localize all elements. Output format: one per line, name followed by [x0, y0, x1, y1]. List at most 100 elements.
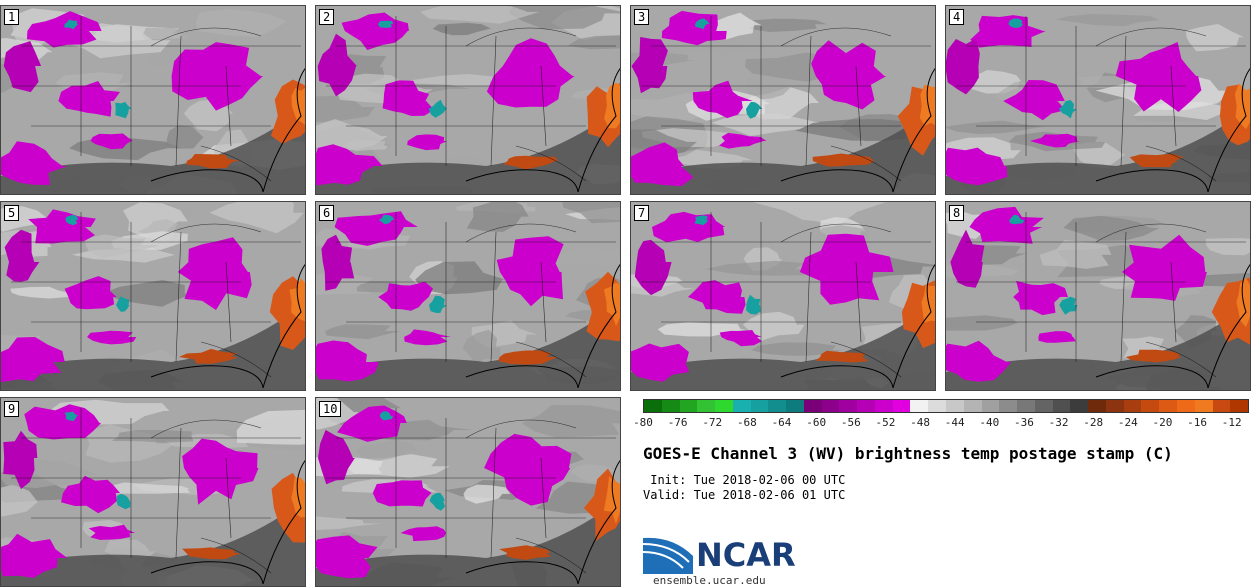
gray-texture [644, 40, 772, 55]
colorbar-segment [946, 400, 964, 412]
gulf-warm [178, 348, 239, 364]
colorbar-tick-label: -56 [840, 416, 861, 429]
member-panel: 1 [0, 5, 306, 195]
colorbar-tick-label: -24 [1117, 416, 1138, 429]
cold-cloud [321, 234, 355, 291]
warm-core [603, 476, 620, 525]
wv-map [1, 202, 305, 390]
coastline [780, 263, 935, 389]
state-boundary [805, 35, 812, 167]
wv-map [946, 202, 1250, 390]
cold-cloud [3, 41, 42, 93]
cold-cloud [1038, 331, 1076, 343]
cold-cloud [631, 37, 668, 94]
member-panel: 6 [315, 201, 621, 391]
gray-texture [432, 22, 492, 36]
panel-number: 7 [634, 205, 650, 221]
colorbar-segment [839, 400, 858, 412]
gray-texture [946, 315, 1019, 331]
dark-band [1, 499, 305, 586]
valid-time: Valid: Tue 2018-02-06 01 UTC [643, 488, 846, 502]
wv-map [631, 202, 935, 390]
cold-cloud [652, 211, 726, 243]
state-boundary [1145, 341, 1217, 378]
panel-number: 10 [319, 401, 342, 417]
colorbar-tick-label: -60 [806, 416, 827, 429]
cold-cloud [799, 233, 894, 305]
cold-cloud [87, 330, 137, 345]
cold-cloud [28, 209, 96, 244]
gray-texture [508, 6, 620, 30]
gray-texture [1, 484, 39, 517]
coldest-spot [115, 101, 132, 119]
cold-cloud [88, 524, 136, 540]
colorbar-tick-label: -36 [1013, 416, 1034, 429]
coastline [465, 67, 620, 193]
wv-map [1, 6, 305, 194]
panel-number: 3 [634, 9, 650, 25]
colorbar-tick-label: -72 [702, 416, 723, 429]
colorbar-tick-label: -16 [1187, 416, 1207, 429]
coldest-spot [64, 411, 79, 422]
gulf-warm [503, 155, 558, 170]
cold-cloud [58, 81, 120, 117]
cold-cloud [1013, 280, 1068, 316]
cold-cloud [316, 340, 379, 382]
gray-texture [1039, 239, 1112, 269]
colorbar-segment [1194, 400, 1213, 412]
ncar-logo-icon [643, 537, 693, 574]
gray-texture [751, 342, 843, 356]
dark-band [946, 303, 1250, 390]
state-boundary [855, 65, 862, 147]
coldest-spot [378, 214, 394, 224]
state-boundary [830, 145, 902, 182]
coldest-spot [746, 294, 761, 315]
colorbar-segment [1052, 400, 1071, 412]
gray-texture [1205, 238, 1250, 256]
colorbar-segment [697, 400, 716, 412]
cold-cloud [316, 535, 378, 579]
chart-title: GOES-E Channel 3 (WV) brightness temp po… [643, 444, 1173, 463]
dark-band [316, 107, 620, 194]
colorbar-segment [1212, 400, 1231, 412]
state-boundary [465, 223, 577, 243]
state-boundary [540, 65, 547, 147]
colorbar-tick-label: -20 [1152, 416, 1173, 429]
cold-cloud [486, 38, 575, 108]
coastline [1095, 263, 1250, 389]
panel-number: 9 [4, 401, 20, 417]
colorbar-segment [857, 400, 875, 412]
cold-cloud [316, 144, 383, 186]
gray-texture [420, 6, 540, 24]
colorbar-tick-label: -64 [771, 416, 792, 429]
wv-map [316, 202, 620, 390]
colorbar-segment [1176, 400, 1195, 412]
colorbar-segment [1230, 400, 1249, 412]
wv-map [946, 6, 1250, 194]
panel-number: 4 [949, 9, 965, 25]
colorbar-segment [768, 400, 787, 412]
coldest-spot [695, 18, 710, 30]
gray-texture [209, 202, 304, 234]
gray-texture [85, 234, 160, 259]
colorbar-segment [892, 400, 911, 412]
cold-cloud [61, 475, 120, 514]
cold-cloud [719, 330, 762, 347]
gulf-warm [186, 154, 242, 169]
cold-cloud [171, 42, 263, 111]
state-boundary [150, 419, 262, 439]
coldest-spot [116, 493, 131, 510]
wv-map [1, 398, 305, 586]
cold-cloud [946, 38, 980, 95]
colorbar-segment [786, 400, 804, 412]
dark-band [1, 303, 305, 390]
gulf-warm [182, 547, 242, 560]
colorbar-segment [644, 400, 662, 412]
dark-band [631, 107, 935, 194]
colorbar-tick-label: -52 [875, 416, 896, 429]
colorbar-ticks: -80 -76 -72 -68 -64 -60 -56 -52 -48 -44 -40 -36 -32 -… [633, 416, 1249, 432]
state-boundary [1145, 145, 1217, 182]
coldest-spot [429, 492, 446, 511]
logo-url[interactable]: ensemble.ucar.edu [653, 574, 766, 587]
state-boundary [150, 27, 262, 47]
